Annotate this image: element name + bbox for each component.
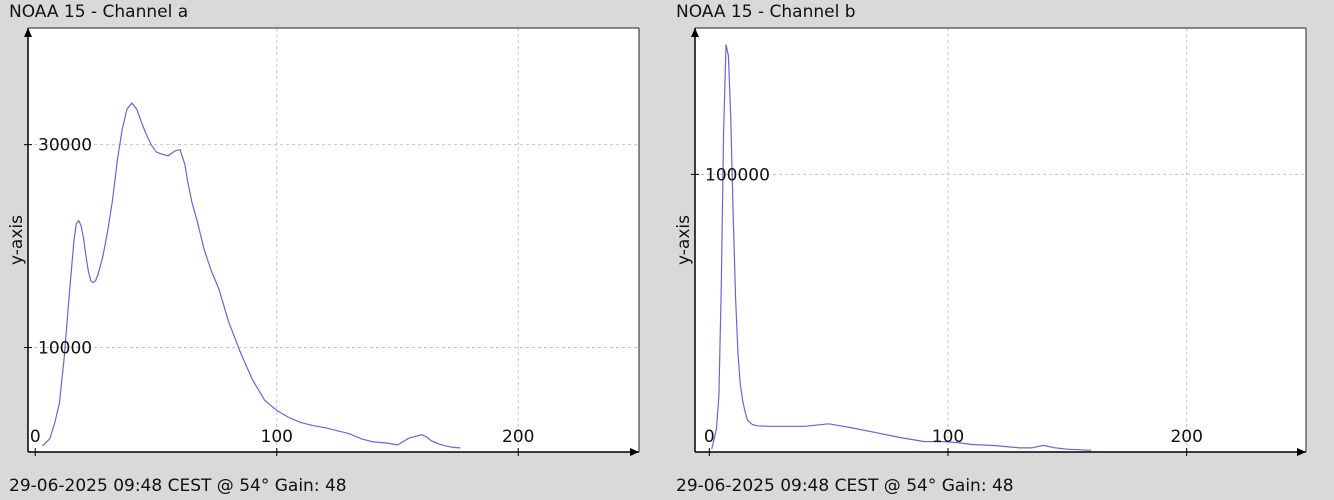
chart-panel-channel-b: NOAA 15 - Channel b 0 100 200 100000 y-axis … [667,0,1334,500]
chart-title: NOAA 15 - Channel b [676,2,856,22]
capture-info: 29-06-2025 09:48 CEST @ 54° Gain: 48 [676,476,1014,496]
chart-panel-channel-a: NOAA 15 - Channel a 0 100 200 10000 30000 y-a… [7,2,640,496]
plot-background [695,28,1306,452]
y-axis-arrow [691,28,699,37]
y-tick-label: 100000 [705,165,770,185]
y-axis-label: y-axis [7,215,27,265]
x-tick-label: 0 [704,427,715,447]
chart-title: NOAA 15 - Channel a [9,2,189,22]
x-tick-label: 0 [30,427,41,447]
y-tick-label: 30000 [38,136,92,156]
y-axis-arrow [24,28,32,37]
x-tick-label: 200 [1170,427,1202,447]
x-tick-label: 100 [932,427,964,447]
chart-plot-channel-a: 0 100 200 10000 30000 y-axis [7,27,640,456]
chart-plot-channel-b: 0 100 200 100000 y-axis [674,27,1307,456]
x-axis-arrow [630,448,639,456]
series-line [42,102,461,449]
x-tick-label: 100 [261,427,293,447]
y-tick-label: 10000 [38,339,92,359]
plot-background [28,28,639,452]
y-axis-label: y-axis [674,215,694,265]
capture-info: 29-06-2025 09:48 CEST @ 54° Gain: 48 [9,476,347,496]
x-axis-arrow [1297,448,1306,456]
x-tick-label: 200 [502,427,534,447]
series-line [711,44,1092,451]
